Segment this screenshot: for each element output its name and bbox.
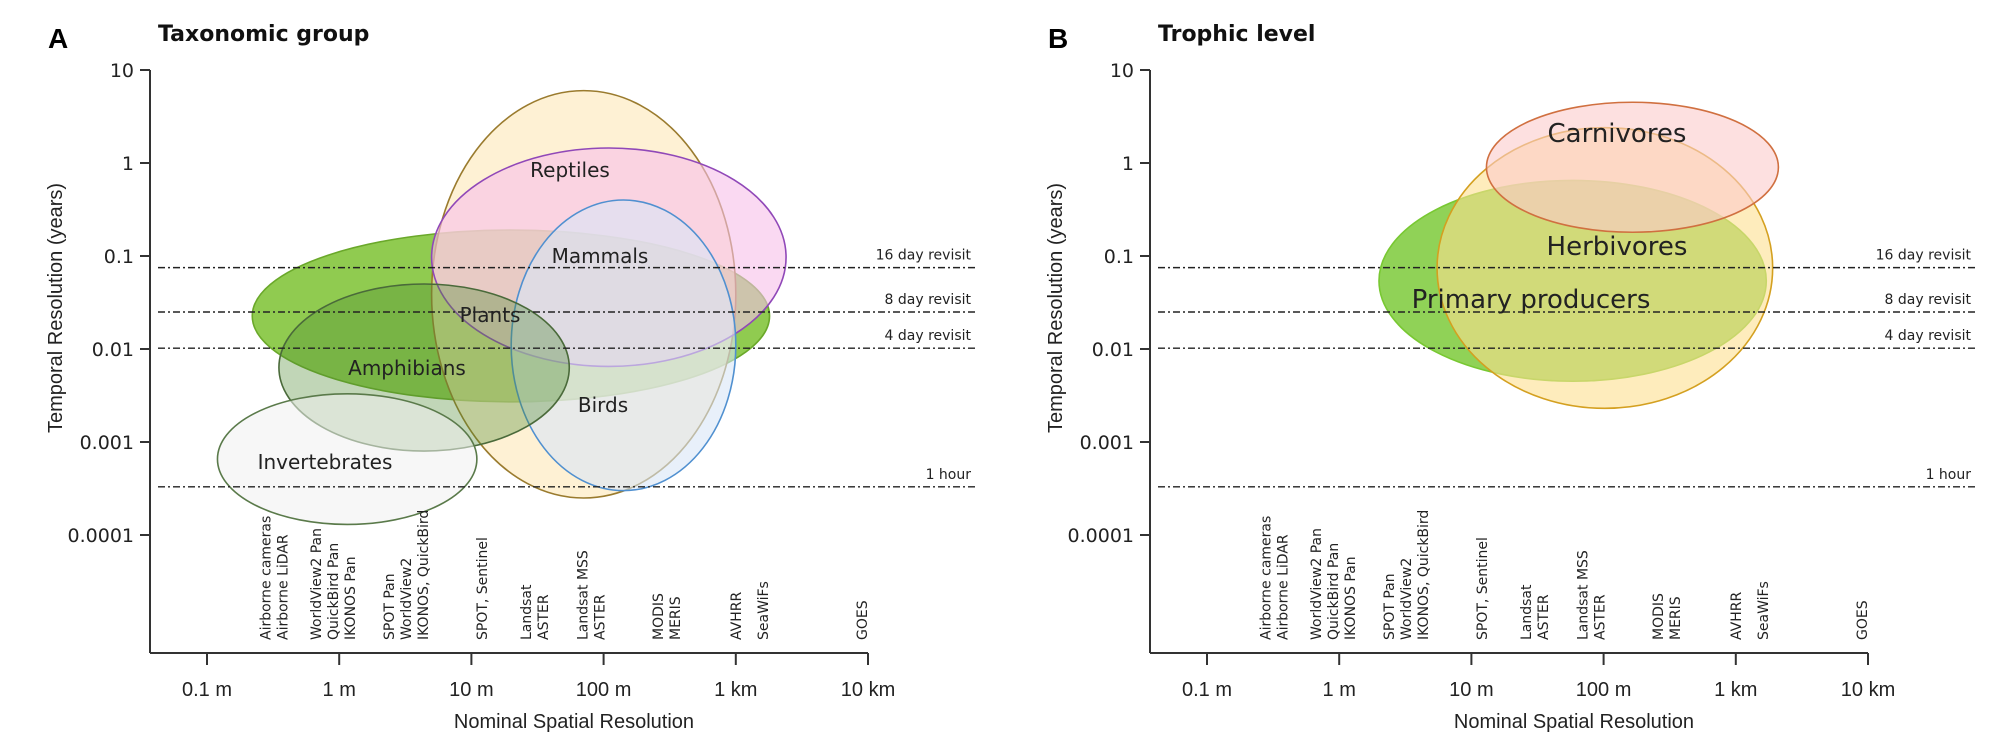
sensor-label: ASTER — [536, 594, 552, 640]
x-tick-label: 100 m — [1576, 679, 1632, 701]
sensor-label: GOES — [855, 600, 871, 640]
x-tick-label: 10 km — [841, 679, 895, 701]
sensor-label: SPOT Pan — [1382, 573, 1398, 640]
sensor-label: Airborne LiDAR — [275, 534, 291, 640]
y-tick-label: 10 — [1110, 60, 1134, 82]
sensor-label: WorldView2 Pan — [309, 528, 325, 640]
reference-line-label: 16 day revisit — [876, 248, 972, 264]
ellipse-label: Plants — [460, 303, 521, 327]
y-tick-label: 0.0001 — [1068, 525, 1134, 547]
sensor-label: Landsat MSS — [575, 550, 591, 640]
y-tick-label: 0.0001 — [68, 525, 134, 547]
ellipse-label: Birds — [578, 393, 628, 417]
y-tick-label: 0.01 — [92, 339, 134, 361]
x-tick-label: 1 m — [323, 679, 356, 701]
y-tick-label: 0.001 — [80, 432, 134, 454]
sensor-label: QuickBird Pan — [1326, 543, 1342, 640]
sensor-label: MODIS — [1651, 593, 1667, 640]
reference-line-label: 8 day revisit — [1885, 292, 1972, 308]
sensor-label: IKONOS Pan — [1343, 556, 1359, 640]
x-tick-label: 10 m — [449, 679, 493, 701]
sensor-label: AVHRR — [1729, 591, 1745, 640]
ellipse-label: Primary producers — [1412, 285, 1651, 315]
x-axis-label: Nominal Spatial Resolution — [1454, 711, 1694, 733]
x-tick-label: 1 km — [714, 679, 757, 701]
x-tick-label: 100 m — [576, 679, 632, 701]
y-tick-label: 0.001 — [1080, 432, 1134, 454]
x-tick-label: 10 m — [1449, 679, 1493, 701]
ellipse-birds — [510, 199, 737, 492]
reference-line-label: 1 hour — [926, 467, 972, 483]
sensor-label: ASTER — [1536, 594, 1552, 640]
ellipses — [216, 89, 787, 526]
sensor-label: IKONOS, QuickBird — [1416, 510, 1432, 640]
sensor-label: SeaWiFs — [756, 581, 772, 640]
reference-line-label: 16 day revisit — [1876, 248, 1972, 264]
x-tick-label: 1 m — [1323, 679, 1356, 701]
sensor-label: MERIS — [668, 596, 684, 640]
sensor-label: SeaWiFs — [1756, 581, 1772, 640]
ellipse-label: Amphibians — [348, 356, 466, 380]
sensor-label: WorldView2 — [1399, 558, 1415, 640]
y-tick-label: 1 — [122, 153, 134, 175]
sensor-label: MODIS — [651, 593, 667, 640]
sensor-label: QuickBird Pan — [326, 543, 342, 640]
panel-b: B Trophic level 16 day revisit 8 day revisi… — [1045, 22, 1975, 733]
panel-title: Trophic level — [1158, 22, 1315, 47]
ellipse-label: Reptiles — [530, 158, 610, 182]
reference-line-label: 1 hour — [1926, 467, 1972, 483]
sensor-label: WorldView2 Pan — [1309, 528, 1325, 640]
sensor-label: SPOT, Sentinel — [1475, 537, 1491, 640]
y-tick-label: 0.1 — [1104, 246, 1134, 268]
x-tick-label: 10 km — [1841, 679, 1895, 701]
y-tick-label: 0.1 — [104, 246, 134, 268]
y-axis-label: Temporal Resolution (years) — [1045, 183, 1067, 433]
sensor-label: MERIS — [1668, 596, 1684, 640]
x-tick-label: 1 km — [1714, 679, 1757, 701]
sensor-label: ASTER — [1592, 594, 1608, 640]
ellipse-label: Carnivores — [1548, 119, 1687, 149]
panel-letter: B — [1048, 23, 1068, 54]
panel-letter: A — [48, 23, 68, 54]
x-tick-label: 0.1 m — [182, 679, 232, 701]
ellipse-label: Invertebrates — [258, 450, 393, 474]
y-axis-label: Temporal Resolution (years) — [45, 183, 67, 433]
sensor-label: SPOT Pan — [382, 573, 398, 640]
sensor-label: ASTER — [592, 594, 608, 640]
sensor-label: Landsat MSS — [1575, 550, 1591, 640]
sensor-label: Landsat — [1519, 584, 1535, 640]
sensor-label: SPOT, Sentinel — [475, 537, 491, 640]
reference-line-label: 4 day revisit — [1885, 328, 1972, 344]
y-tick-label: 10 — [110, 60, 134, 82]
ellipse-carnivores — [1485, 101, 1780, 234]
ellipse-label: Mammals — [552, 244, 649, 268]
sensor-label: AVHRR — [729, 591, 745, 640]
sensor-label: Airborne cameras — [258, 516, 274, 640]
sensor-label: GOES — [1855, 600, 1871, 640]
sensor-label: IKONOS, QuickBird — [416, 510, 432, 640]
x-tick-label: 0.1 m — [1182, 679, 1232, 701]
x-axis-label: Nominal Spatial Resolution — [454, 711, 694, 733]
sensor-label: Landsat — [519, 584, 535, 640]
y-tick-label: 0.01 — [1092, 339, 1134, 361]
ellipse-label: Herbivores — [1547, 232, 1688, 262]
sensor-label: WorldView2 — [399, 558, 415, 640]
reference-line-label: 4 day revisit — [885, 328, 972, 344]
panel-a: A Taxonomic group 16 day revisit 8 day revi… — [45, 22, 975, 733]
y-tick-label: 1 — [1122, 153, 1134, 175]
ellipse-invertebrates — [216, 392, 478, 526]
panel-title: Taxonomic group — [158, 22, 369, 47]
sensor-label: Airborne cameras — [1258, 516, 1274, 640]
sensor-label: Airborne LiDAR — [1275, 534, 1291, 640]
sensor-label: IKONOS Pan — [343, 556, 359, 640]
reference-line-label: 8 day revisit — [885, 292, 972, 308]
